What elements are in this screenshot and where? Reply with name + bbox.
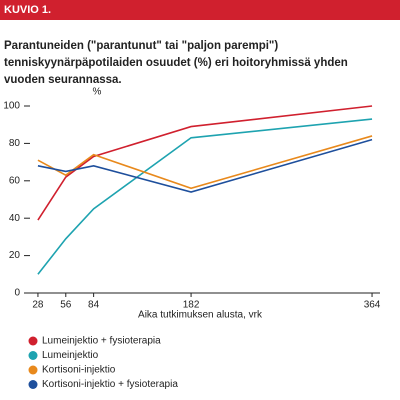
x-tick-label: 28 bbox=[32, 300, 44, 311]
legend-marker bbox=[28, 351, 38, 360]
x-tick-label: 56 bbox=[60, 300, 72, 311]
legend-marker bbox=[28, 336, 38, 346]
x-tick-label: 84 bbox=[88, 300, 100, 311]
x-tick-label: 364 bbox=[364, 300, 381, 311]
header: KUVIO 1. bbox=[0, 0, 400, 20]
y-tick-label: 100 bbox=[3, 101, 20, 112]
legend-label: Lumeinjektio bbox=[42, 350, 99, 361]
y-tick-label: 0 bbox=[14, 288, 20, 299]
y-tick-label: 60 bbox=[9, 175, 21, 186]
y-tick-label: 40 bbox=[9, 213, 21, 224]
legend-label: Kortisoni-injektio bbox=[42, 365, 116, 376]
x-tick-label: 182 bbox=[183, 300, 200, 311]
series-line bbox=[37, 138, 373, 193]
chart-title: Parantuneiden ("parantunut" tai "paljon … bbox=[4, 40, 348, 86]
y-axis-label: % bbox=[93, 87, 102, 98]
legend-label: Lumeinjektio + fysioterapia bbox=[42, 336, 161, 347]
legend-marker bbox=[28, 380, 38, 389]
series-line bbox=[37, 135, 373, 190]
legend-label: Kortisoni-injektio + fysioterapia bbox=[42, 379, 178, 390]
legend-marker bbox=[28, 365, 38, 375]
x-axis-label: Aika tutkimuksen alusta, vrk bbox=[138, 310, 263, 321]
series-line bbox=[37, 118, 373, 275]
y-tick-label: 80 bbox=[9, 138, 21, 149]
y-tick-label: 20 bbox=[9, 250, 21, 261]
series-line bbox=[37, 105, 373, 221]
